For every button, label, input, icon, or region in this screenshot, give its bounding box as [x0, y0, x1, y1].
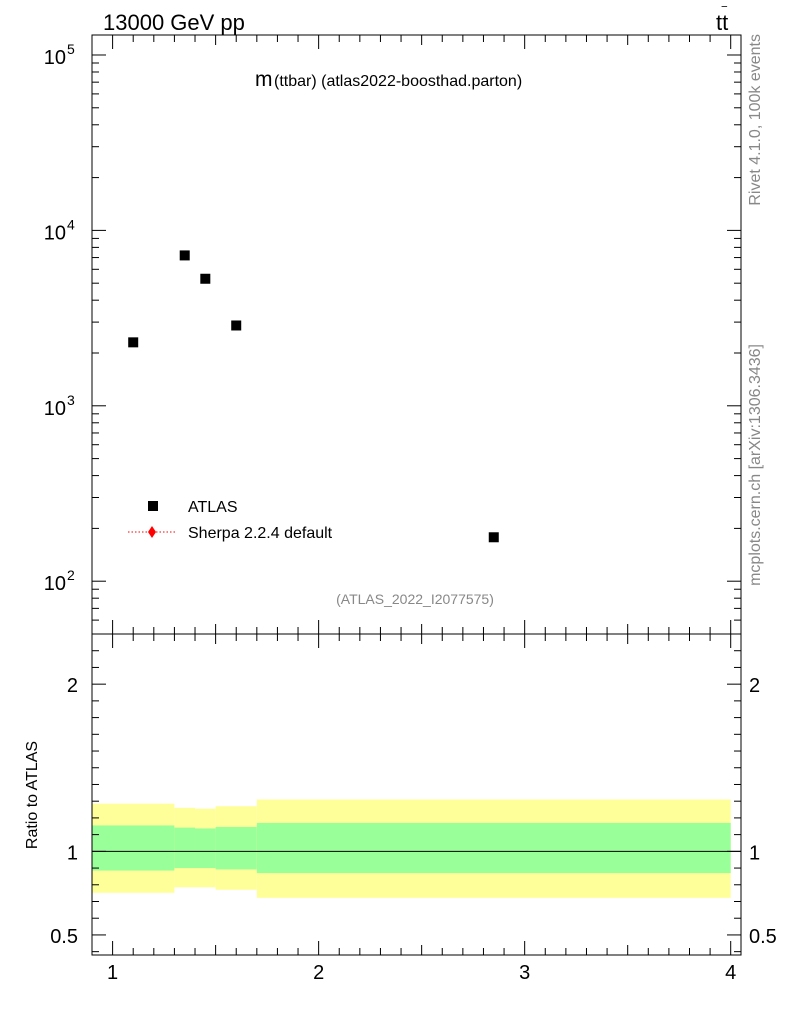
axes: 10 210 310 410 51 2 3 40.5 0.51 12 2: [44, 34, 777, 984]
plot-title-main: m: [255, 68, 273, 91]
ratio-ytick-label-left-0: 0.5: [50, 926, 78, 948]
legend-sherpa-marker: [148, 526, 156, 538]
main-ytick-label-exp-0: 2: [67, 567, 75, 583]
legend: ATLAS Sherpa 2.2.4 default: [128, 499, 333, 542]
main-ytick-label-base-2: 10: [44, 222, 66, 244]
ratio-ytick-label-right-0: 0.5: [749, 926, 777, 948]
ratio-xtick-label-1: 2: [313, 962, 324, 984]
ratio-ytick-label-right-1: 1: [749, 842, 760, 864]
ratio-plot-frame: [91, 633, 742, 956]
mcplots-label: mcplots.cern.ch [arXiv:1306.3436]: [747, 344, 764, 586]
ratio-ytick-label-left-1: 1: [67, 842, 78, 864]
legend-atlas-marker: [148, 501, 158, 511]
atlas-data-point-1: [179, 250, 190, 261]
atlas-data-point-0: [128, 337, 139, 348]
ratio-xtick-label-0: 1: [107, 962, 118, 984]
ratio-ytick-label-left-2: 2: [67, 675, 78, 697]
ratio-band-inner-0: [92, 825, 175, 871]
ratio-band-inner-4: [256, 822, 731, 874]
main-ytick-label-base-0: 10: [44, 573, 66, 595]
ratio-bands: [92, 799, 741, 898]
atlas-data-point-2: [200, 273, 211, 284]
main-plot-frame: [91, 34, 742, 635]
ratio-band-inner-1: [174, 827, 196, 869]
atlas-data-point-3: [231, 320, 242, 331]
atlas-data-point-4: [488, 532, 499, 543]
main-ytick-label-base-3: 10: [44, 47, 66, 69]
energy-label: 13000 GeV pp: [103, 10, 245, 35]
plot-title-rest: (ttbar) (atlas2022-boosthad.parton): [274, 73, 522, 90]
main-ytick-label-exp-3: 5: [67, 41, 75, 57]
main-ytick-label-base-1: 10: [44, 398, 66, 420]
ratio-band-inner-2: [195, 828, 216, 869]
main-ytick-label-exp-2: 4: [67, 216, 75, 232]
legend-sherpa-label: Sherpa 2.2.4 default: [188, 525, 333, 542]
ratio-band-inner-3: [215, 826, 257, 870]
ratio-axis-label: Ratio to ATLAS: [24, 741, 41, 849]
process-bar: ‾: [721, 4, 728, 20]
rivet-version-label: Rivet 4.1.0, 100k events: [747, 34, 764, 206]
ratio-xtick-label-2: 3: [519, 962, 530, 984]
process-label: tt: [716, 10, 728, 35]
ratio-xtick-label-3: 4: [725, 962, 736, 984]
legend-atlas-label: ATLAS: [188, 499, 238, 516]
main-ytick-label-exp-1: 3: [67, 392, 75, 408]
data-points: [128, 250, 499, 543]
ratio-ytick-label-right-2: 2: [749, 675, 760, 697]
analysis-watermark: (ATLAS_2022_I2077575): [336, 591, 494, 607]
